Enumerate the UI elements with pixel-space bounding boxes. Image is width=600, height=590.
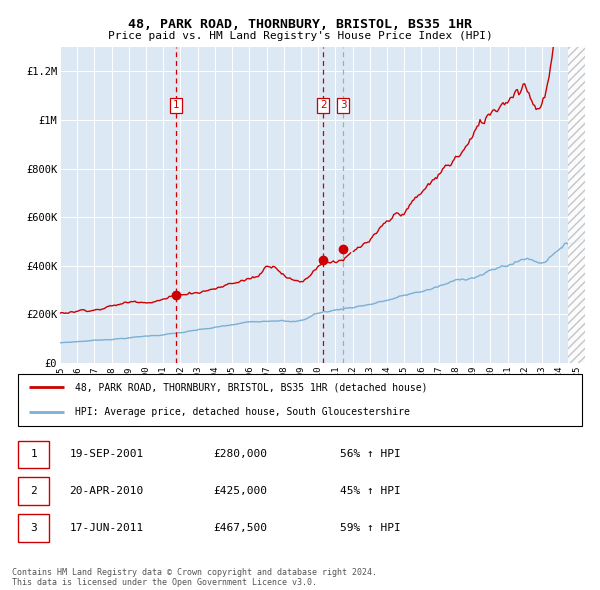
FancyBboxPatch shape	[18, 374, 582, 425]
Text: 2: 2	[30, 486, 37, 496]
Text: £467,500: £467,500	[214, 523, 268, 533]
FancyBboxPatch shape	[18, 477, 49, 505]
FancyBboxPatch shape	[18, 514, 49, 542]
Text: £425,000: £425,000	[214, 486, 268, 496]
Text: £280,000: £280,000	[214, 450, 268, 460]
Text: Contains HM Land Registry data © Crown copyright and database right 2024.
This d: Contains HM Land Registry data © Crown c…	[12, 568, 377, 587]
Text: 3: 3	[340, 100, 347, 110]
Text: 17-JUN-2011: 17-JUN-2011	[70, 523, 144, 533]
Text: HPI: Average price, detached house, South Gloucestershire: HPI: Average price, detached house, Sout…	[76, 407, 410, 417]
Text: 48, PARK ROAD, THORNBURY, BRISTOL, BS35 1HR: 48, PARK ROAD, THORNBURY, BRISTOL, BS35 …	[128, 18, 472, 31]
Text: 20-APR-2010: 20-APR-2010	[70, 486, 144, 496]
Text: 45% ↑ HPI: 45% ↑ HPI	[340, 486, 401, 496]
FancyBboxPatch shape	[18, 441, 49, 468]
Text: 48, PARK ROAD, THORNBURY, BRISTOL, BS35 1HR (detached house): 48, PARK ROAD, THORNBURY, BRISTOL, BS35 …	[76, 382, 428, 392]
Text: 56% ↑ HPI: 56% ↑ HPI	[340, 450, 401, 460]
Text: 3: 3	[30, 523, 37, 533]
Text: 1: 1	[30, 450, 37, 460]
Text: Price paid vs. HM Land Registry's House Price Index (HPI): Price paid vs. HM Land Registry's House …	[107, 31, 493, 41]
Text: 2: 2	[320, 100, 326, 110]
Text: 59% ↑ HPI: 59% ↑ HPI	[340, 523, 401, 533]
Text: 19-SEP-2001: 19-SEP-2001	[70, 450, 144, 460]
Text: 1: 1	[172, 100, 179, 110]
